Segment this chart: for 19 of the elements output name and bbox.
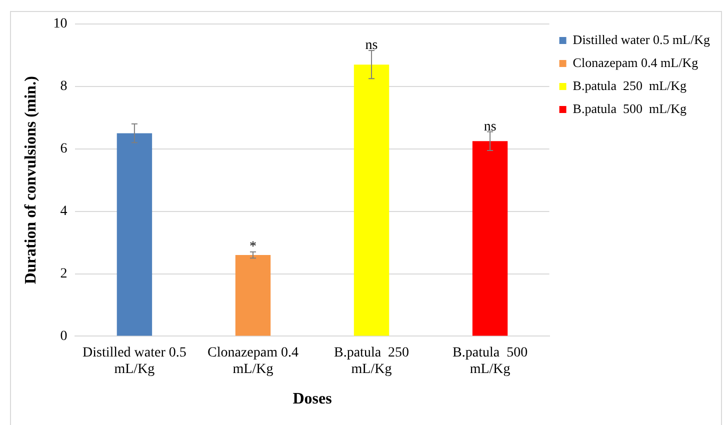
annotation: ns	[365, 38, 378, 54]
annotation: ns	[484, 119, 496, 134]
y-tick-label: 0	[60, 328, 68, 344]
y-tick-label: 10	[53, 16, 68, 32]
legend-label: B.patula 500 mL/Kg	[572, 100, 688, 116]
legend-label: Distilled water 0.5 mL/Kg	[572, 32, 710, 47]
y-tick-label: 8	[60, 79, 68, 94]
annotation: *	[249, 240, 256, 255]
legend-label: B.patula 250 mL/Kg	[572, 78, 688, 93]
x-tick-label: B.patula 250 mL/Kg	[334, 345, 410, 378]
x-tick-label: Distilled water 0.5 mL/Kg	[82, 345, 186, 378]
x-tick-label: B.patula 500 mL/Kg	[452, 345, 528, 378]
y-tick-label: 6	[60, 142, 68, 157]
x-axis-title: Doses	[292, 390, 332, 408]
legend-label: Clonazepam 0.4 mL/Kg	[572, 54, 699, 70]
y-axis-title: Duration of convulsions (min.)	[22, 76, 40, 284]
y-tick-label: 4	[60, 204, 68, 219]
y-tick-label: 2	[60, 266, 68, 282]
x-tick-label: Clonazepam 0.4 mL/Kg	[207, 345, 298, 378]
